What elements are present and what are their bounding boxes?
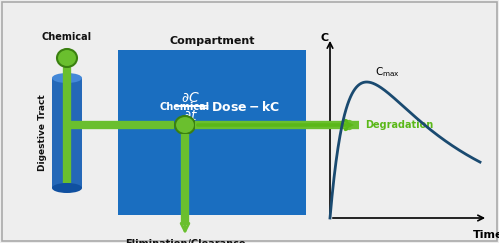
Text: $\mathbf{= Dose - kC}$: $\mathbf{= Dose - kC}$ xyxy=(196,100,280,114)
Text: Elimination/Clearance: Elimination/Clearance xyxy=(125,239,245,243)
Text: C: C xyxy=(321,33,329,43)
Text: Degradation: Degradation xyxy=(365,120,433,130)
Bar xyxy=(52,78,82,188)
Bar xyxy=(118,50,306,215)
Ellipse shape xyxy=(57,49,77,67)
Text: Digestive Tract: Digestive Tract xyxy=(38,95,47,171)
Text: Compartment: Compartment xyxy=(169,36,255,46)
Text: $\partial t$: $\partial t$ xyxy=(183,109,198,123)
Text: Chemical: Chemical xyxy=(160,102,210,112)
Text: Chemical: Chemical xyxy=(42,32,92,42)
Text: C$_{\mathrm{max}}$: C$_{\mathrm{max}}$ xyxy=(375,65,400,79)
Ellipse shape xyxy=(175,116,195,134)
Ellipse shape xyxy=(52,183,82,193)
Text: $\partial C$: $\partial C$ xyxy=(181,91,200,105)
Text: Time: Time xyxy=(473,230,499,240)
Ellipse shape xyxy=(52,73,82,83)
